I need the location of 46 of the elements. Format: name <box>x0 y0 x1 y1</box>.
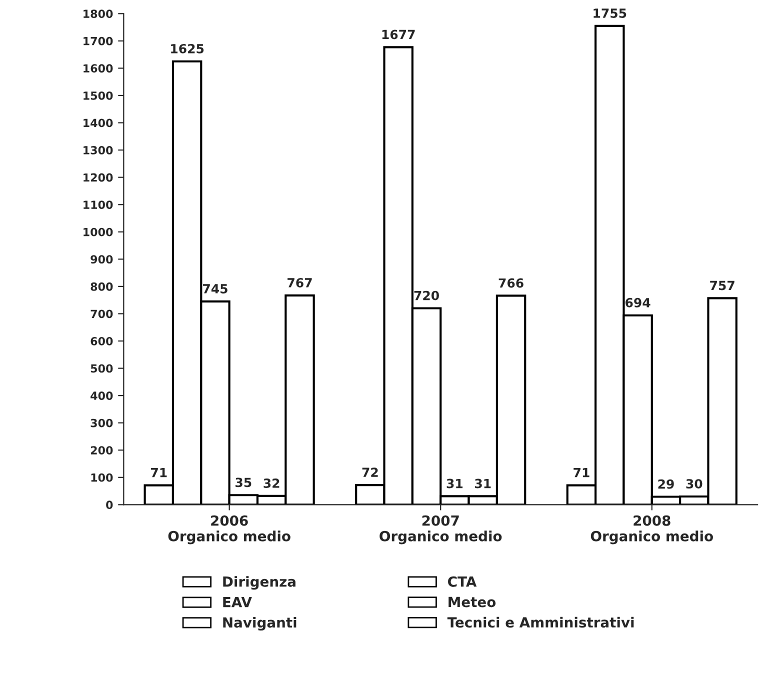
y-tick-label: 1500 <box>84 91 113 100</box>
data-label: 30 <box>686 479 702 489</box>
legend-label: Naviganti <box>223 616 296 631</box>
y-tick-label: 1100 <box>84 200 113 209</box>
data-label: 35 <box>236 478 252 488</box>
y-tick-label: 500 <box>90 364 113 373</box>
y-tick-label: 900 <box>90 255 113 264</box>
legend-label: Dirigenza <box>223 576 296 590</box>
y-tick-label: 1200 <box>84 173 113 182</box>
y-tick-label: 600 <box>90 336 113 346</box>
x-tick-label: 2007 Organico medio <box>380 515 502 544</box>
legend-label: Meteo <box>448 596 496 608</box>
data-label: 29 <box>658 479 674 489</box>
x-tick-label: 2006 Organico medio <box>168 515 290 544</box>
y-tick-label: 700 <box>90 310 113 318</box>
data-label: 1755 <box>594 8 626 18</box>
data-label: 767 <box>288 278 312 288</box>
data-label: 32 <box>264 478 280 488</box>
y-tick-label: 1000 <box>84 228 113 236</box>
legend-label: CTA <box>448 576 477 587</box>
legend-label: Tecnici e Amministrativi <box>447 616 634 628</box>
y-tick-label: 1600 <box>84 64 113 73</box>
y-tick-label: 800 <box>90 282 113 291</box>
y-tick-label: 200 <box>90 446 113 454</box>
data-label: 31 <box>475 478 491 488</box>
y-tick-label: 100 <box>91 473 113 482</box>
x-tick-label: 2008 Organico medio <box>590 515 713 544</box>
data-label: 1625 <box>171 44 204 54</box>
data-label: 31 <box>446 478 463 488</box>
y-tick-label: 1800 <box>84 10 113 18</box>
data-label: 745 <box>203 284 228 294</box>
data-label: 757 <box>710 280 734 290</box>
data-label: 71 <box>574 468 590 478</box>
y-tick-label: 1300 <box>84 146 113 154</box>
data-label: 720 <box>414 290 439 300</box>
data-label: 71 <box>151 468 167 478</box>
y-tick-label: 400 <box>90 392 113 400</box>
legend-label: EAV <box>223 597 252 608</box>
y-tick-label: 1400 <box>84 118 113 128</box>
y-tick-label: 1700 <box>84 36 113 46</box>
y-tick-label: 0 <box>106 500 113 510</box>
y-tick-label: 300 <box>90 418 113 428</box>
data-label: 766 <box>498 278 524 288</box>
data-label: 694 <box>626 298 650 308</box>
data-label: 72 <box>362 468 378 477</box>
data-label: 1677 <box>382 30 415 40</box>
